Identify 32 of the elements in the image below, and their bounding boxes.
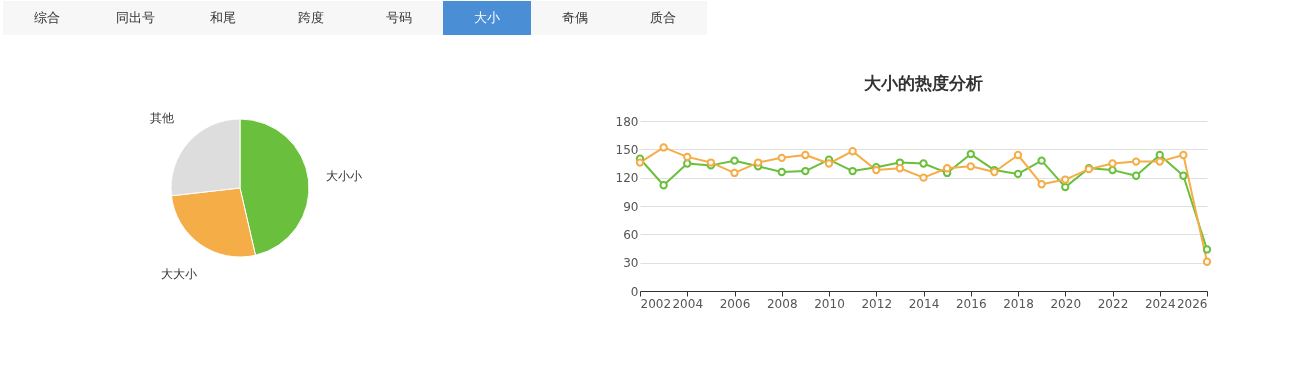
x-tick-label: 2022 [1097,296,1129,311]
y-tick-label: 30 [623,256,639,271]
slice-label: 大大小 [161,266,198,281]
y-tick-label: 180 [615,114,639,129]
x-tick-label: 2010 [814,296,845,311]
category-label: 同出号 [115,10,155,25]
category-label: 质合 [650,10,676,25]
y-tick-label: 60 [623,227,639,242]
x-tick-label: 2004 [672,296,704,311]
category-label: 大小 [474,10,500,25]
x-tick-label: 2020 [1050,296,1082,311]
category-label: 跨度 [298,10,324,25]
y-tick-label: 90 [623,199,639,214]
x-tick-label: 2002 [640,296,672,311]
category-label: 奇偶 [562,10,588,25]
slice-label: 其他 [149,111,174,126]
x-tick-label: 2008 [766,296,798,311]
x-tick-label: 2026 [1176,296,1208,311]
x-tick-label: 2006 [719,296,751,311]
x-tick-label: 2018 [1003,296,1034,311]
y-tick-label: 0 [630,284,639,299]
y-tick-label: 120 [615,171,639,186]
x-tick-label: 2014 [908,296,940,311]
y-tick-label: 150 [615,142,639,157]
x-tick-label: 2016 [955,296,987,311]
x-tick-label: 2024 [1144,296,1176,311]
chart-title: 大小的热度分析 [864,73,983,93]
x-tick-label: 2012 [861,296,893,311]
slice-label: 大小小 [326,169,363,184]
category-label: 综合 [34,10,60,25]
category-label: 和尾 [210,10,236,25]
category-label: 号码 [386,10,412,25]
